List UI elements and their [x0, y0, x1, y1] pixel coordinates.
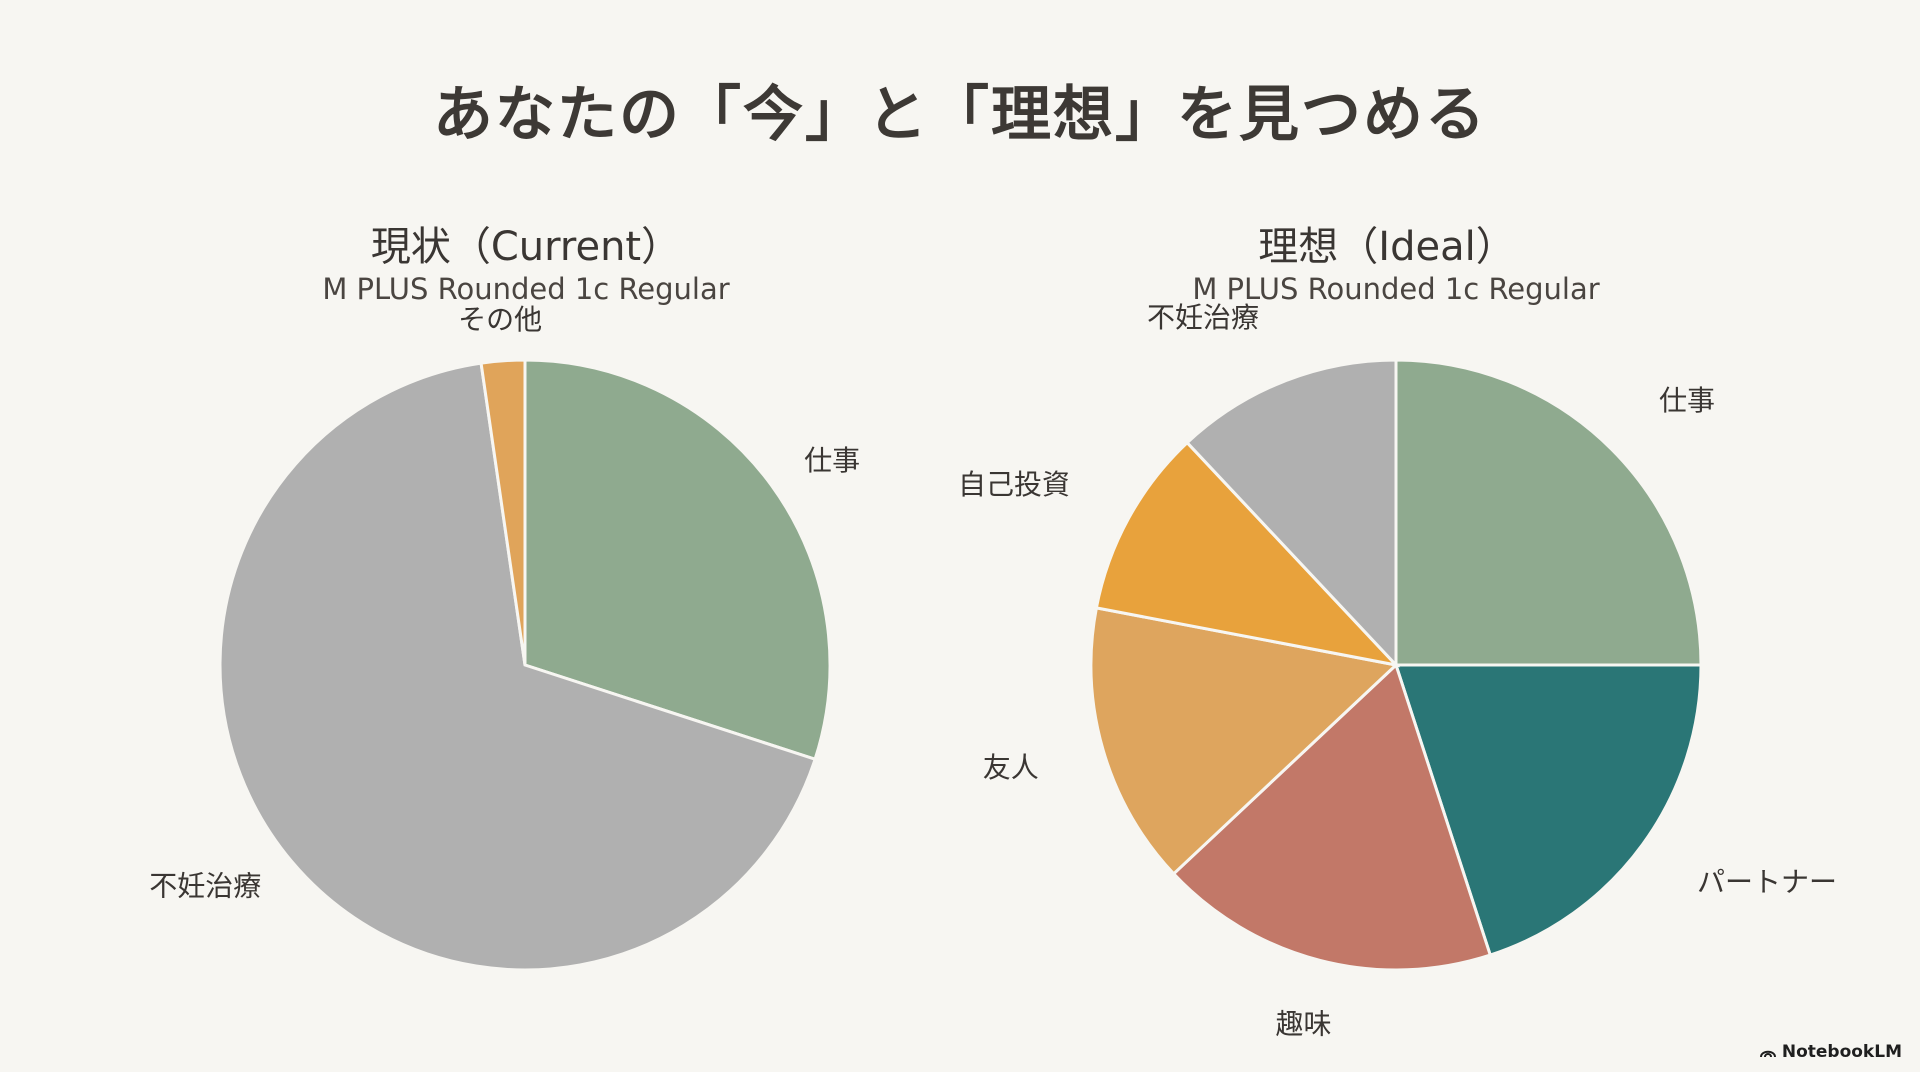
page-title: あなたの「今」と「理想」を見つめる: [433, 80, 1487, 150]
watermark-text: NotebookLM: [1781, 1042, 1902, 1062]
pie-label-ideal-4: 自己投資: [958, 468, 1070, 501]
pie-label-ideal-5: 不妊治療: [1147, 301, 1259, 334]
pie-slice-ideal-4: [1094, 440, 1401, 668]
pie-slice-ideal-2: [1171, 662, 1493, 972]
pie-slice-current-2: [479, 358, 527, 666]
chart-title-current: 現状（Current）: [370, 224, 682, 270]
pie-slice-ideal-3: [1089, 606, 1400, 876]
watermark: NotebookLM: [1759, 1042, 1902, 1062]
pie-slice-ideal-0: [1394, 358, 1703, 667]
chart-subtitle-ideal: M PLUS Rounded 1c Regular: [1192, 272, 1600, 306]
pie-label-ideal-0: 仕事: [1659, 384, 1715, 417]
pie-slice-ideal-5: [1185, 358, 1398, 669]
pie-slice-current-0: [523, 358, 832, 762]
pie-label-ideal-1: パートナー: [1697, 866, 1837, 899]
chart-subtitle-current: M PLUS Rounded 1c Regular: [322, 272, 730, 306]
pie-label-current-0: 仕事: [804, 444, 860, 477]
pie-label-current-1: 不妊治療: [149, 869, 261, 902]
pie-label-current-2: その他: [458, 303, 542, 336]
pie-label-ideal-3: 友人: [983, 751, 1039, 784]
chart-title-ideal: 理想（Ideal）: [1258, 224, 1516, 270]
notebooklm-logo-icon: [1759, 1050, 1776, 1058]
pie-label-ideal-2: 趣味: [1275, 1007, 1331, 1040]
pie-slice-current-1: [218, 361, 817, 972]
pie-slice-ideal-1: [1393, 663, 1703, 957]
